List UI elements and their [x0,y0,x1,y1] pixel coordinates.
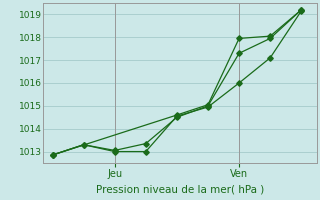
X-axis label: Pression niveau de la mer( hPa ): Pression niveau de la mer( hPa ) [96,184,264,194]
